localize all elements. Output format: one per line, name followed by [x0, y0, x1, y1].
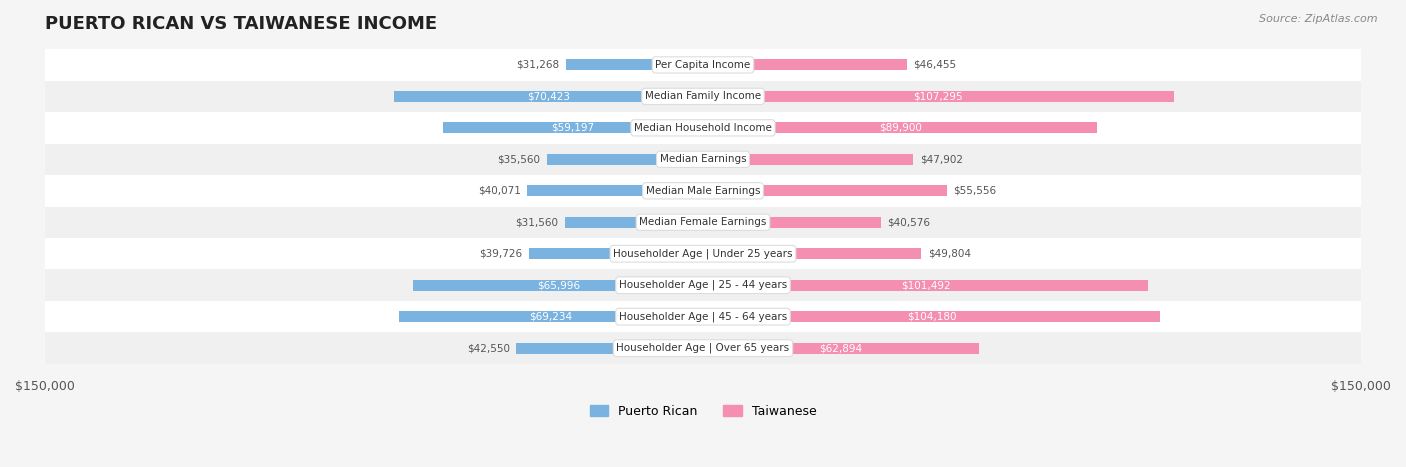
- Bar: [516, 343, 703, 354]
- Text: $40,576: $40,576: [887, 217, 931, 227]
- Text: $49,804: $49,804: [928, 249, 972, 259]
- Text: $35,560: $35,560: [498, 154, 540, 164]
- Text: Median Female Earnings: Median Female Earnings: [640, 217, 766, 227]
- Text: $31,560: $31,560: [515, 217, 558, 227]
- Bar: [394, 91, 703, 102]
- Text: Householder Age | Over 65 years: Householder Age | Over 65 years: [616, 343, 790, 354]
- Bar: [703, 122, 1098, 134]
- Bar: [413, 280, 703, 291]
- Bar: [45, 206, 1361, 238]
- Bar: [565, 59, 703, 71]
- Text: $40,071: $40,071: [478, 186, 520, 196]
- Bar: [45, 301, 1361, 333]
- Bar: [703, 91, 1174, 102]
- Text: $104,180: $104,180: [907, 311, 956, 322]
- Bar: [45, 49, 1361, 81]
- Bar: [703, 185, 946, 196]
- Text: $46,455: $46,455: [914, 60, 956, 70]
- Text: $89,900: $89,900: [879, 123, 922, 133]
- Text: $31,268: $31,268: [516, 60, 560, 70]
- Bar: [45, 175, 1361, 206]
- Bar: [45, 112, 1361, 143]
- Legend: Puerto Rican, Taiwanese: Puerto Rican, Taiwanese: [585, 400, 821, 423]
- Text: $62,894: $62,894: [820, 343, 862, 353]
- Text: Householder Age | 25 - 44 years: Householder Age | 25 - 44 years: [619, 280, 787, 290]
- Text: $70,423: $70,423: [527, 92, 569, 101]
- Bar: [703, 217, 882, 228]
- Text: Householder Age | Under 25 years: Householder Age | Under 25 years: [613, 248, 793, 259]
- Bar: [443, 122, 703, 134]
- Text: $69,234: $69,234: [530, 311, 572, 322]
- Text: $65,996: $65,996: [537, 280, 579, 290]
- Text: $39,726: $39,726: [479, 249, 522, 259]
- Bar: [529, 248, 703, 259]
- Text: $55,556: $55,556: [953, 186, 997, 196]
- Bar: [45, 238, 1361, 269]
- Bar: [703, 248, 921, 259]
- Bar: [527, 185, 703, 196]
- Bar: [565, 217, 703, 228]
- Text: $47,902: $47,902: [920, 154, 963, 164]
- Text: $42,550: $42,550: [467, 343, 510, 353]
- Bar: [547, 154, 703, 165]
- Text: Source: ZipAtlas.com: Source: ZipAtlas.com: [1260, 14, 1378, 24]
- Text: $59,197: $59,197: [551, 123, 595, 133]
- Bar: [703, 280, 1149, 291]
- Bar: [703, 311, 1160, 322]
- Bar: [45, 333, 1361, 364]
- Text: Median Male Earnings: Median Male Earnings: [645, 186, 761, 196]
- Text: Median Earnings: Median Earnings: [659, 154, 747, 164]
- Text: Median Family Income: Median Family Income: [645, 92, 761, 101]
- Text: Median Household Income: Median Household Income: [634, 123, 772, 133]
- Bar: [45, 81, 1361, 112]
- Bar: [703, 59, 907, 71]
- Text: $101,492: $101,492: [901, 280, 950, 290]
- Bar: [703, 154, 912, 165]
- Bar: [45, 143, 1361, 175]
- Text: PUERTO RICAN VS TAIWANESE INCOME: PUERTO RICAN VS TAIWANESE INCOME: [45, 15, 437, 33]
- Text: $107,295: $107,295: [914, 92, 963, 101]
- Bar: [45, 269, 1361, 301]
- Bar: [399, 311, 703, 322]
- Text: Per Capita Income: Per Capita Income: [655, 60, 751, 70]
- Text: Householder Age | 45 - 64 years: Householder Age | 45 - 64 years: [619, 311, 787, 322]
- Bar: [703, 343, 979, 354]
